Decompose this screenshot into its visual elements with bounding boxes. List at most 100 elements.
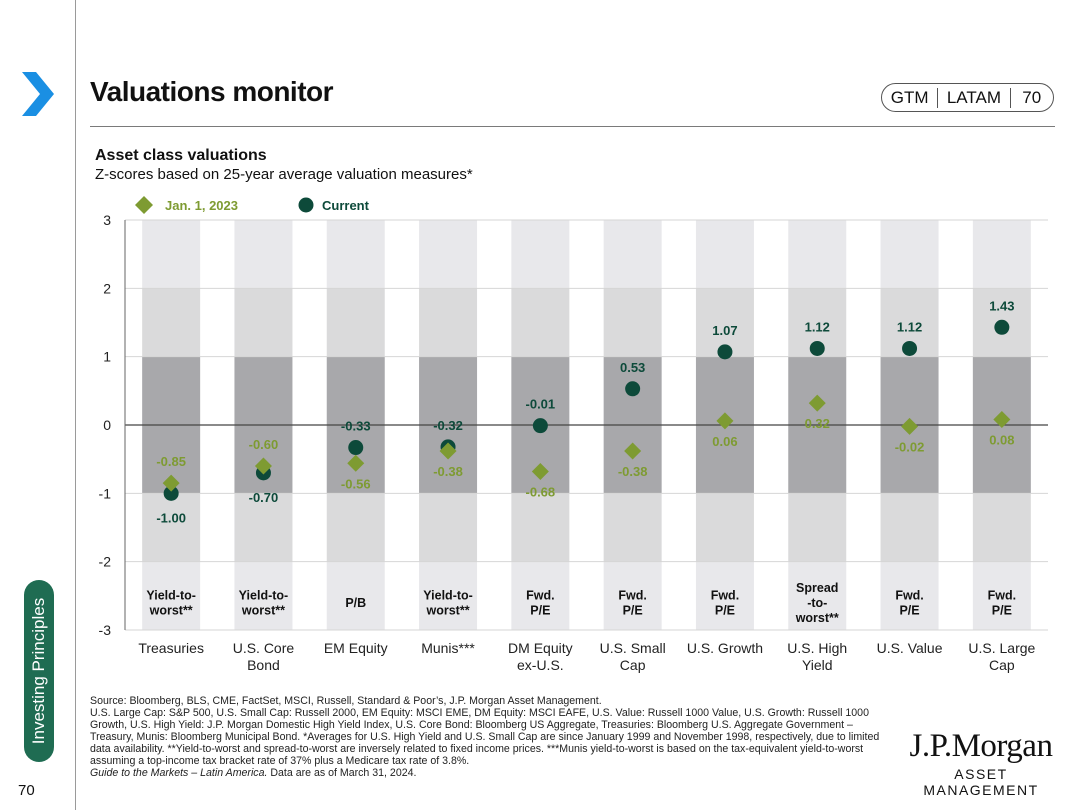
logo-wordmark: J.P.Morgan <box>909 728 1053 764</box>
band-mid-bottom <box>511 493 570 562</box>
band-outer-top <box>142 220 201 289</box>
jan2023-point <box>993 411 1011 429</box>
jan2023-value-label: -0.85 <box>156 454 186 469</box>
measure-label: P/E <box>899 604 919 618</box>
band-outer-bottom <box>880 561 939 630</box>
jan2023-value-label: -0.68 <box>526 484 556 499</box>
band-outer-bottom <box>788 561 847 630</box>
category-label: Cap <box>989 657 1015 673</box>
current-point <box>994 319 1010 335</box>
band-mid-bottom <box>788 493 847 562</box>
chart-title: Asset class valuations <box>95 147 267 164</box>
band-mid-bottom <box>603 493 662 562</box>
jan2023-value-label: -0.56 <box>341 476 371 491</box>
section-label-pill <box>24 580 54 762</box>
jan2023-point <box>439 442 457 460</box>
legend-diamond-icon <box>135 196 153 214</box>
band-outer-top <box>603 220 662 289</box>
legend-label-current: Current <box>322 198 370 213</box>
category-label: U.S. Growth <box>687 640 763 656</box>
category-label: U.S. Large <box>968 640 1035 656</box>
band-outer-bottom <box>511 561 570 630</box>
measure-label: Fwd. <box>988 589 1016 603</box>
category-label: U.S. Small <box>600 640 666 656</box>
jan2023-point <box>808 394 826 412</box>
chart-subtitle: Z-scores based on 25-year average valuat… <box>95 166 473 183</box>
y-tick-label: 0 <box>103 417 111 433</box>
category-label: Treasuries <box>138 640 204 656</box>
jan2023-point <box>716 412 734 430</box>
band-outer-top <box>511 220 570 289</box>
current-value-label: -0.70 <box>249 490 279 505</box>
band-outer-bottom <box>695 561 754 630</box>
guide-title: Guide to the Markets – Latin America. <box>90 767 268 779</box>
guide-line: Guide to the Markets – Latin America. Da… <box>90 767 895 779</box>
current-value-label: 1.07 <box>712 323 737 338</box>
band-outer-top <box>419 220 478 289</box>
current-value-label: 1.12 <box>897 319 922 334</box>
footnote-body: U.S. Large Cap: S&P 500, U.S. Small Cap:… <box>90 707 880 767</box>
band-outer-bottom <box>142 561 201 630</box>
measure-label: P/E <box>623 604 643 618</box>
measure-label: P/B <box>345 596 366 610</box>
category-label: Cap <box>620 657 646 673</box>
legend-label-jan2023: Jan. 1, 2023 <box>165 198 238 213</box>
jan2023-point <box>901 417 919 435</box>
jan2023-value-label: -0.38 <box>433 464 463 479</box>
measure-label: -to- <box>807 596 827 610</box>
current-value-label: -0.32 <box>433 418 463 433</box>
y-tick-label: -2 <box>99 554 112 570</box>
footnotes: Source: Bloomberg, BLS, CME, FactSet, MS… <box>90 695 895 779</box>
measure-label: Yield-to- <box>423 589 473 603</box>
category-label: U.S. Value <box>877 640 943 656</box>
band-mid-bottom <box>142 493 201 562</box>
band-mid-top <box>142 288 201 357</box>
measure-label: P/E <box>530 604 550 618</box>
category-label: Yield <box>802 657 833 673</box>
measure-label: worst** <box>795 611 839 625</box>
measure-label: worst** <box>149 604 193 618</box>
current-value-label: 1.12 <box>805 319 830 334</box>
jan2023-point <box>624 442 642 460</box>
category-label: U.S. Core <box>233 640 295 656</box>
jan2023-point <box>347 454 365 472</box>
measure-label: Fwd. <box>526 589 554 603</box>
current-point <box>163 485 179 501</box>
band-mid-bottom <box>326 493 385 562</box>
category-label: EM Equity <box>324 640 388 656</box>
band-mid-bottom <box>234 493 293 562</box>
jan2023-point <box>254 457 272 475</box>
current-point <box>532 418 548 434</box>
y-tick-label: 3 <box>103 212 111 228</box>
current-value-label: -1.00 <box>156 510 186 525</box>
band-mid-bottom <box>880 493 939 562</box>
y-tick-label: 1 <box>103 349 111 365</box>
current-value-label: 1.43 <box>989 298 1014 313</box>
band-outer-bottom <box>419 561 478 630</box>
band-outer-bottom <box>603 561 662 630</box>
page-title: Valuations monitor <box>90 76 334 107</box>
category-label: U.S. High <box>787 640 847 656</box>
band-outer-bottom <box>326 561 385 630</box>
band-outer-top <box>972 220 1031 289</box>
band-mid-top <box>603 288 662 357</box>
band-outer-bottom <box>234 561 293 630</box>
band-outer-bottom <box>972 561 1031 630</box>
current-point <box>625 381 641 397</box>
measure-label: P/E <box>715 604 735 618</box>
jan2023-value-label: 0.32 <box>805 416 830 431</box>
current-point <box>809 340 825 356</box>
category-label: ex-U.S. <box>517 657 564 673</box>
band-mid-bottom <box>419 493 478 562</box>
badge-page: 70 <box>1022 87 1042 107</box>
y-tick-label: -1 <box>99 485 112 501</box>
legend-circle-icon <box>298 197 314 213</box>
band-outer-top <box>788 220 847 289</box>
current-value-label: 0.53 <box>620 360 645 375</box>
category-label: Bond <box>247 657 280 673</box>
jan2023-point <box>531 462 549 480</box>
source-line: Source: Bloomberg, BLS, CME, FactSet, MS… <box>90 695 602 707</box>
band-outer-top <box>326 220 385 289</box>
y-tick-label: -3 <box>99 622 112 638</box>
